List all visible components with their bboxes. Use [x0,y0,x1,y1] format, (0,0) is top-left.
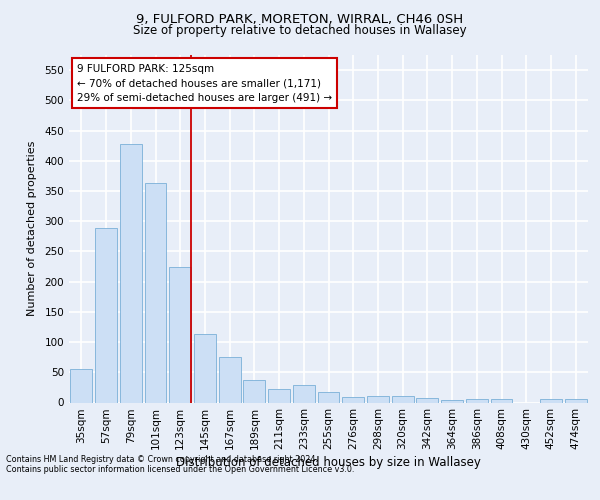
Text: Contains public sector information licensed under the Open Government Licence v3: Contains public sector information licen… [6,466,355,474]
Bar [268,389,290,402]
Bar [293,385,314,402]
Bar [343,397,364,402]
Text: Contains HM Land Registry data © Crown copyright and database right 2024.: Contains HM Land Registry data © Crown c… [6,456,318,464]
Text: 9 FULFORD PARK: 125sqm
← 70% of detached houses are smaller (1,171)
29% of semi-: 9 FULFORD PARK: 125sqm ← 70% of detached… [77,64,332,104]
Bar [540,400,562,402]
Bar [194,334,216,402]
Bar [466,400,488,402]
Bar [145,182,166,402]
Bar [441,400,463,402]
Bar [416,398,438,402]
Bar [367,396,389,402]
Bar [317,392,340,402]
Bar [392,396,413,402]
Bar [219,357,241,403]
Bar [244,380,265,402]
Text: 9, FULFORD PARK, MORETON, WIRRAL, CH46 0SH: 9, FULFORD PARK, MORETON, WIRRAL, CH46 0… [136,12,464,26]
Bar [95,228,117,402]
X-axis label: Distribution of detached houses by size in Wallasey: Distribution of detached houses by size … [176,456,481,469]
Text: Size of property relative to detached houses in Wallasey: Size of property relative to detached ho… [133,24,467,37]
Y-axis label: Number of detached properties: Number of detached properties [28,141,37,316]
Bar [169,267,191,402]
Bar [70,370,92,402]
Bar [491,400,512,402]
Bar [565,400,587,402]
Bar [120,144,142,402]
